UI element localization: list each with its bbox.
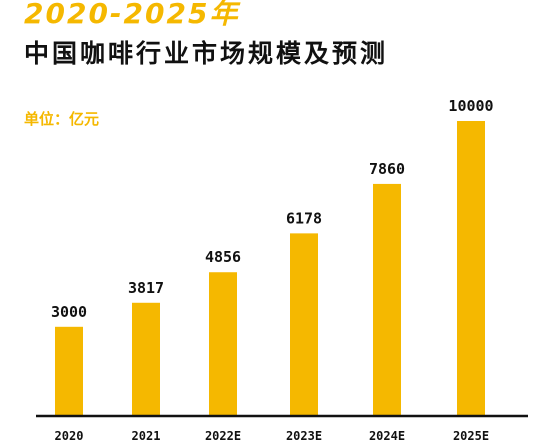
category-label-2025E: 2025E bbox=[453, 429, 489, 443]
chart-subtitle-years: 2020-2025年 bbox=[24, 0, 240, 30]
unit-label: 单位：亿元 bbox=[24, 110, 100, 128]
category-label-2024E: 2024E bbox=[369, 429, 405, 443]
value-label-2023E: 6178 bbox=[286, 209, 322, 227]
bar-2020 bbox=[55, 326, 83, 415]
chart-title: 中国咖啡行业市场规模及预测 bbox=[24, 39, 389, 68]
category-label-2021: 2021 bbox=[132, 429, 161, 443]
bar-2022E bbox=[209, 272, 237, 415]
value-label-2024E: 7860 bbox=[369, 160, 405, 178]
value-label-2020: 3000 bbox=[51, 303, 87, 321]
bar-2025E bbox=[457, 121, 485, 415]
bar-2023E bbox=[290, 233, 318, 415]
category-label-2023E: 2023E bbox=[286, 429, 322, 443]
category-label-2022E: 2022E bbox=[205, 429, 241, 443]
value-label-2025E: 10000 bbox=[448, 97, 493, 115]
value-label-2021: 3817 bbox=[128, 279, 164, 297]
value-label-2022E: 4856 bbox=[205, 248, 241, 266]
category-label-2020: 2020 bbox=[55, 429, 84, 443]
bar-2021 bbox=[132, 302, 160, 415]
bar-2024E bbox=[373, 183, 401, 415]
